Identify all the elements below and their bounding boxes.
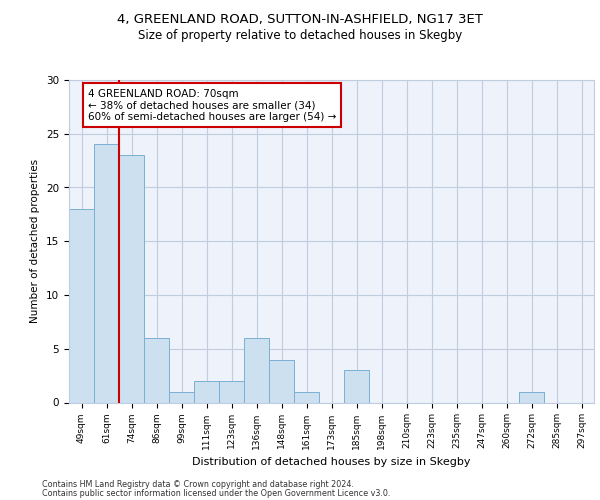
Bar <box>194 381 219 402</box>
Text: Contains public sector information licensed under the Open Government Licence v3: Contains public sector information licen… <box>42 488 391 498</box>
Bar <box>519 392 544 402</box>
Bar <box>119 155 144 402</box>
Bar <box>219 381 244 402</box>
X-axis label: Distribution of detached houses by size in Skegby: Distribution of detached houses by size … <box>192 457 471 467</box>
Bar <box>169 392 194 402</box>
Bar <box>344 370 369 402</box>
Text: 4 GREENLAND ROAD: 70sqm
← 38% of detached houses are smaller (34)
60% of semi-de: 4 GREENLAND ROAD: 70sqm ← 38% of detache… <box>88 88 336 122</box>
Text: Size of property relative to detached houses in Skegby: Size of property relative to detached ho… <box>138 29 462 42</box>
Text: 4, GREENLAND ROAD, SUTTON-IN-ASHFIELD, NG17 3ET: 4, GREENLAND ROAD, SUTTON-IN-ASHFIELD, N… <box>117 12 483 26</box>
Bar <box>69 209 94 402</box>
Bar <box>144 338 169 402</box>
Bar <box>269 360 294 403</box>
Bar <box>294 392 319 402</box>
Y-axis label: Number of detached properties: Number of detached properties <box>31 159 40 324</box>
Text: Contains HM Land Registry data © Crown copyright and database right 2024.: Contains HM Land Registry data © Crown c… <box>42 480 354 489</box>
Bar <box>244 338 269 402</box>
Bar <box>94 144 119 402</box>
